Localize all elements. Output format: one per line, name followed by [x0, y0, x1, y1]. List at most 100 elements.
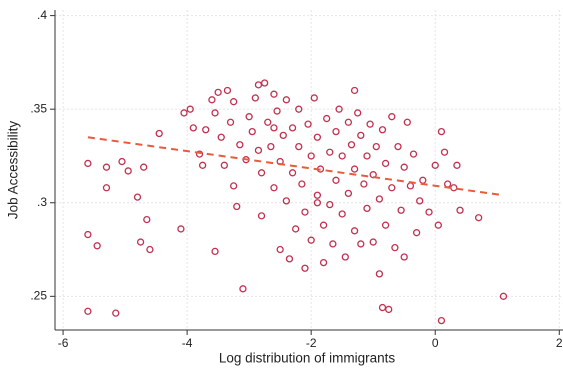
point	[208, 96, 216, 104]
point	[397, 206, 405, 214]
point	[304, 120, 312, 128]
point	[307, 152, 315, 160]
point	[133, 193, 142, 201]
point	[450, 184, 458, 192]
point	[319, 221, 328, 229]
point	[282, 197, 291, 205]
point	[84, 159, 92, 168]
point	[313, 133, 322, 141]
point	[84, 307, 92, 315]
point	[431, 161, 439, 169]
point	[140, 163, 148, 171]
point	[295, 142, 303, 151]
point	[248, 127, 256, 136]
point	[245, 113, 253, 121]
point	[375, 195, 384, 203]
point	[391, 244, 399, 252]
point	[279, 131, 287, 140]
point	[102, 163, 111, 171]
point	[155, 129, 163, 138]
point	[347, 141, 356, 149]
point	[416, 197, 424, 205]
point	[186, 105, 194, 113]
point	[474, 214, 483, 222]
point	[217, 133, 225, 141]
point	[301, 208, 309, 216]
point	[288, 124, 297, 132]
point	[288, 169, 297, 177]
point	[360, 180, 368, 188]
point	[146, 245, 154, 254]
y-tick-label: .35	[30, 101, 47, 115]
point	[264, 118, 272, 126]
point	[434, 221, 442, 229]
point	[412, 229, 421, 237]
point	[226, 118, 235, 126]
point	[366, 120, 374, 128]
point	[338, 152, 346, 160]
point	[344, 118, 353, 126]
point	[378, 126, 387, 134]
point	[323, 114, 331, 123]
point	[350, 227, 359, 235]
point	[388, 113, 396, 121]
point	[326, 200, 334, 209]
x-tick-label: 2	[556, 336, 563, 350]
point	[236, 141, 244, 149]
y-tick-label: .25	[30, 288, 47, 302]
point	[456, 206, 464, 214]
point	[261, 79, 269, 87]
point	[440, 148, 449, 156]
point	[363, 152, 371, 160]
point	[292, 225, 300, 233]
point	[273, 107, 281, 115]
point	[437, 127, 446, 136]
point	[298, 180, 306, 188]
point	[350, 86, 359, 95]
point	[344, 189, 353, 198]
point	[282, 96, 291, 104]
point	[84, 230, 92, 239]
y-tick-label: .3	[37, 195, 47, 209]
point	[220, 161, 228, 169]
point	[295, 105, 303, 113]
x-tick-label: -4	[182, 336, 193, 350]
x-tick-label: -6	[58, 336, 69, 350]
point	[233, 202, 241, 211]
point	[251, 94, 259, 102]
point	[419, 176, 427, 184]
point	[257, 212, 266, 220]
point	[394, 142, 402, 151]
point	[202, 126, 210, 134]
point	[313, 191, 322, 199]
point	[378, 303, 387, 312]
point	[409, 150, 418, 158]
point	[143, 215, 151, 224]
point	[229, 182, 238, 190]
point	[338, 210, 346, 218]
point	[118, 157, 126, 166]
point	[400, 253, 408, 261]
point	[214, 88, 222, 96]
point	[239, 285, 247, 293]
point	[385, 305, 393, 314]
point	[313, 199, 322, 207]
y-axis-title: Job Accessibility	[6, 121, 21, 220]
y-tick-label: .4	[37, 8, 47, 22]
point	[270, 90, 278, 98]
point	[357, 240, 365, 248]
point	[270, 124, 278, 132]
point	[254, 81, 263, 89]
point	[124, 167, 132, 175]
point	[180, 109, 188, 117]
point	[375, 270, 384, 278]
point	[499, 292, 508, 300]
point	[372, 142, 380, 151]
point	[198, 161, 207, 169]
point	[335, 105, 343, 113]
point	[381, 221, 390, 229]
point	[112, 309, 120, 317]
x-axis-title: Log distribution of immigrants	[219, 351, 396, 366]
point	[381, 159, 390, 168]
